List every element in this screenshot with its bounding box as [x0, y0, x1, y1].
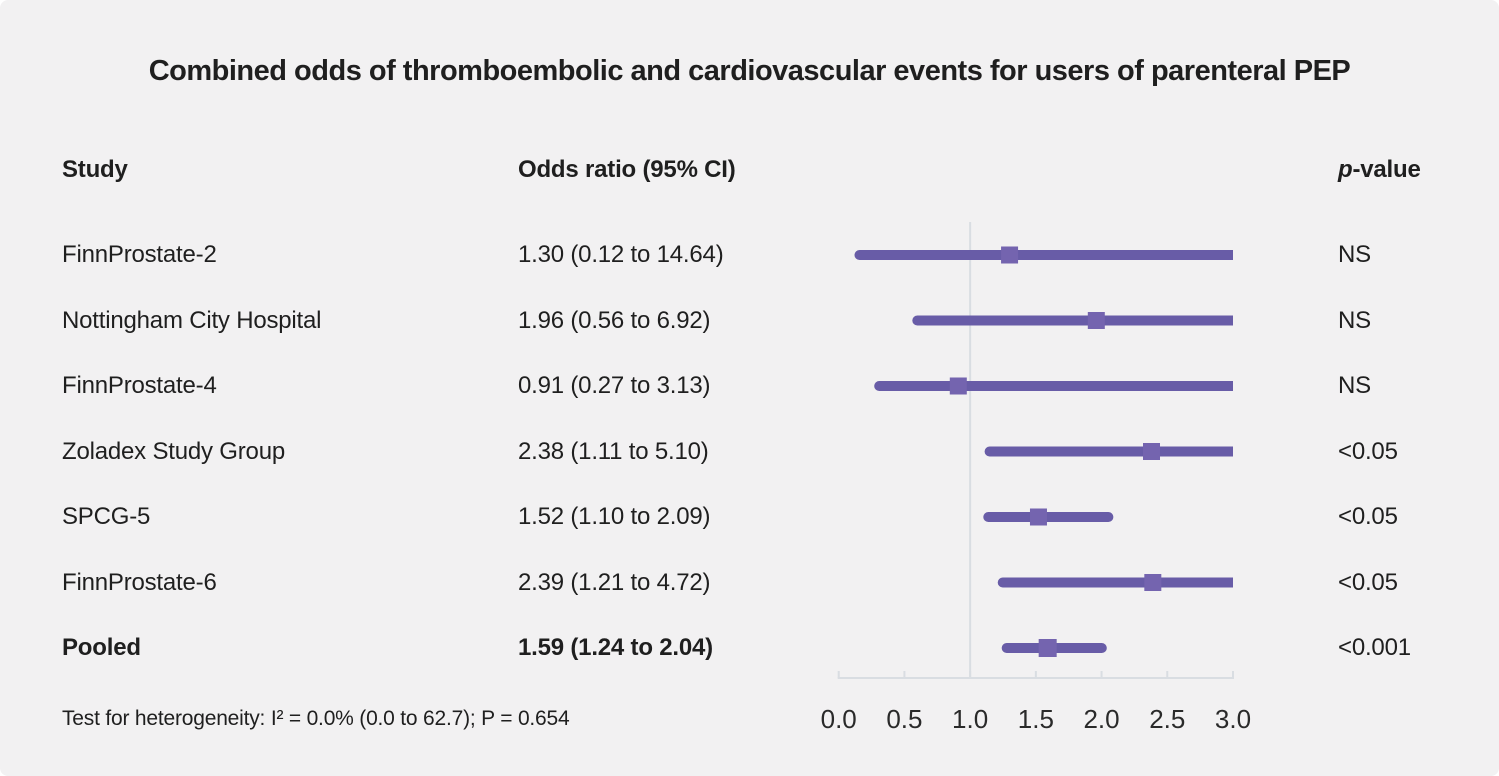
ci-bar-truncated-end — [1226, 577, 1233, 588]
or-marker — [1001, 246, 1019, 264]
axis-tick — [903, 671, 906, 678]
axis-tick — [1166, 671, 1169, 678]
or-marker — [1143, 443, 1161, 460]
study-label: Zoladex Study Group — [62, 437, 285, 465]
axis-tick-label: 1.0 — [952, 704, 988, 734]
p-value: NS — [1338, 372, 1371, 399]
axis-tick — [1231, 671, 1234, 678]
axis-tick — [969, 671, 972, 678]
study-label: FinnProstate-2 — [62, 241, 217, 268]
p-value: NS — [1338, 241, 1371, 268]
odds-ratio-value: 2.38 (1.11 to 5.10) — [518, 437, 709, 465]
study-label: SPCG-5 — [62, 503, 151, 530]
ci-bar — [912, 315, 1233, 326]
ci-bar — [874, 381, 1233, 391]
pooled-marker — [1038, 639, 1057, 657]
or-marker — [1087, 312, 1105, 329]
or-marker — [1144, 574, 1162, 591]
study-row: Nottingham City Hospital 1.96 (0.56 to 6.… — [0, 304, 1499, 338]
axis-tick-label: 2.0 — [1083, 704, 1119, 734]
axis-tick — [1100, 671, 1103, 678]
pvalue-rest: -value — [1352, 156, 1421, 183]
ci-bar-truncated-end — [1226, 250, 1233, 260]
p-value: <0.05 — [1338, 568, 1398, 596]
axis-tick-label: 1.5 — [1018, 704, 1054, 734]
column-header-pvalue: p-value — [1338, 153, 1421, 187]
p-value: NS — [1338, 306, 1371, 334]
ci-bar-truncated-end — [1226, 315, 1233, 326]
odds-ratio-value: 1.52 (1.10 to 2.09) — [518, 503, 711, 530]
odds-ratio-value: 1.30 (0.12 to 14.64) — [518, 241, 724, 268]
column-header-study: Study — [62, 156, 128, 183]
ci-bar-truncated-end — [1226, 381, 1233, 391]
study-row: Zoladex Study Group 2.38 (1.11 to 5.10) <0… — [0, 435, 1499, 469]
reference-line — [969, 222, 972, 678]
axis-tick-label: 3.0 — [1215, 704, 1251, 734]
odds-ratio-value: 0.91 (0.27 to 3.13) — [518, 372, 711, 399]
column-header-odds-ratio: Odds ratio (95% CI) — [518, 156, 736, 183]
ci-bar — [854, 250, 1233, 260]
study-label: FinnProstate-6 — [62, 568, 217, 596]
table-header-row: Study Odds ratio (95% CI) p-value — [0, 153, 1499, 187]
study-label: Nottingham City Hospital — [62, 306, 322, 334]
odds-ratio-value: 1.59 (1.24 to 2.04) — [518, 634, 713, 661]
study-row: FinnProstate-2 1.30 (0.12 to 14.64) NS — [0, 238, 1499, 272]
study-row: Pooled 1.59 (1.24 to 2.04) <0.001 — [0, 631, 1499, 665]
axis-tick — [1034, 671, 1037, 678]
axis-tick-label: 0.5 — [886, 704, 922, 734]
p-value: <0.05 — [1338, 437, 1398, 465]
ci-bar — [997, 577, 1233, 588]
ci-bar — [983, 512, 1114, 522]
study-row: FinnProstate-4 0.91 (0.27 to 3.13) NS — [0, 369, 1499, 403]
axis-tick-label: 0.0 — [821, 704, 857, 734]
ci-bar-truncated-end — [1226, 446, 1233, 457]
ci-bar — [984, 446, 1233, 457]
heterogeneity-footnote: Test for heterogeneity: I² = 0.0% (0.0 t… — [62, 707, 570, 730]
odds-ratio-value: 2.39 (1.21 to 4.72) — [518, 568, 711, 596]
study-label: FinnProstate-4 — [62, 372, 217, 399]
axis-tick-label: 2.5 — [1149, 704, 1185, 734]
study-row: FinnProstate-6 2.39 (1.21 to 4.72) <0.05 — [0, 566, 1499, 600]
figure-title: Combined odds of thromboembolic and card… — [148, 55, 1351, 87]
pvalue-italic-p: p — [1338, 156, 1353, 183]
or-marker — [1029, 508, 1047, 526]
odds-ratio-value: 1.96 (0.56 to 6.92) — [518, 306, 711, 334]
or-marker — [949, 377, 967, 395]
p-value: <0.05 — [1338, 503, 1398, 530]
axis-tick — [837, 671, 840, 678]
p-value: <0.001 — [1338, 634, 1411, 661]
study-label: Pooled — [62, 634, 141, 661]
study-row: SPCG-5 1.52 (1.10 to 2.09) <0.05 — [0, 500, 1499, 534]
